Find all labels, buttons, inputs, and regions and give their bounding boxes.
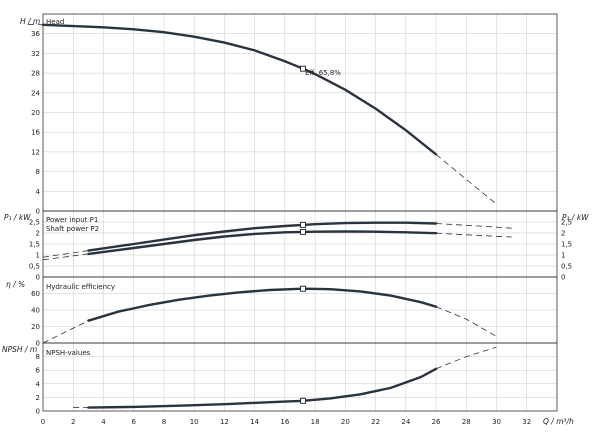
y-tick-label: 2,5 — [29, 219, 40, 227]
series-extrapolation — [27, 23, 44, 26]
x-tick-label: 10 — [190, 418, 199, 426]
panel-frame — [42, 342, 558, 412]
y-tick-label: 20 — [31, 109, 40, 117]
duty-point-marker — [300, 65, 306, 72]
x-tick-label: 12 — [220, 418, 229, 426]
x-tick-label: 20 — [341, 418, 350, 426]
x-tick-label: 2 — [71, 418, 75, 426]
series-line — [41, 23, 438, 156]
series-line — [87, 230, 438, 256]
x-tick-label: 28 — [462, 418, 471, 426]
flow-axis-title: Q / m³/h — [543, 417, 574, 426]
npsh-legend: NPSH-values — [46, 349, 91, 357]
power-input-legend: Power input P1 — [46, 216, 98, 224]
y-tick-label-right: 0 — [561, 274, 565, 282]
y-tick-label-right: 0,5 — [561, 263, 572, 271]
y-tick-label-right: 2,5 — [561, 219, 572, 227]
y-tick-label: 20 — [31, 323, 40, 331]
x-tick-label: 32 — [522, 418, 531, 426]
shaft-power-legend: Shaft power P2 — [46, 225, 99, 233]
duty-point-marker — [300, 221, 306, 228]
series-line — [87, 287, 438, 322]
duty-point-marker — [300, 228, 306, 235]
efficiency-axis-title: η / % — [6, 280, 25, 289]
x-tick-label: 22 — [371, 418, 380, 426]
series-line — [87, 367, 438, 409]
duty-point-marker — [300, 397, 306, 404]
y-tick-label: 0 — [36, 274, 40, 282]
power-axis-title-right: P₁ / kW — [562, 213, 589, 222]
x-tick-label: 14 — [250, 418, 259, 426]
x-tick-label: 16 — [280, 418, 289, 426]
series-extrapolation — [42, 253, 89, 261]
y-tick-label: 2 — [36, 230, 40, 238]
efficiency-annotation: Eff. 65,8% — [305, 69, 341, 77]
y-tick-label: 0 — [36, 408, 40, 416]
y-tick-label-right: 2 — [561, 230, 565, 238]
series-extrapolation — [436, 232, 512, 238]
y-tick-label-right: 1 — [561, 252, 565, 260]
y-tick-label: 8 — [36, 168, 40, 176]
series-extrapolation — [42, 250, 89, 258]
x-tick-label: 18 — [311, 418, 320, 426]
y-tick-label: 60 — [31, 290, 40, 298]
y-tick-label: 1 — [36, 252, 40, 260]
series-extrapolation — [435, 346, 497, 370]
y-tick-label: 32 — [31, 50, 40, 58]
y-tick-label: 40 — [31, 307, 40, 315]
y-tick-label: 16 — [31, 129, 40, 137]
series-extrapolation — [42, 320, 89, 344]
y-tick-label: 6 — [36, 367, 41, 375]
x-tick-label: 4 — [101, 418, 106, 426]
duty-point-marker — [300, 285, 306, 292]
x-tick-label: 6 — [131, 418, 136, 426]
y-tick-label-right: 1,5 — [561, 241, 572, 249]
curve-layer — [27, 23, 512, 409]
head-legend: Head — [46, 18, 64, 26]
y-tick-label: 8 — [36, 353, 40, 361]
series-extrapolation — [436, 223, 512, 229]
efficiency-legend: Hydraulic efficiency — [46, 283, 115, 291]
x-tick-label: 8 — [162, 418, 166, 426]
x-tick-label: 0 — [41, 418, 45, 426]
grid-layer — [42, 13, 558, 412]
series-extrapolation — [435, 306, 497, 337]
y-tick-label: 1,5 — [29, 241, 40, 249]
y-tick-label: 0 — [36, 340, 40, 348]
y-tick-label: 0 — [36, 208, 40, 216]
x-tick-label: 26 — [432, 418, 441, 426]
x-tick-label: 24 — [401, 418, 410, 426]
head-axis-title: H / m — [20, 17, 40, 26]
x-tick-label: 30 — [492, 418, 501, 426]
power-axis-title: P₁ / kW — [4, 213, 31, 222]
y-tick-label: 36 — [31, 30, 40, 38]
series-extrapolation — [435, 154, 497, 205]
y-tick-label: 2 — [36, 394, 40, 402]
y-tick-label: 4 — [36, 188, 41, 196]
y-tick-label: 4 — [36, 380, 41, 388]
series-line — [87, 221, 438, 252]
npsh-axis-title: NPSH / m — [2, 345, 37, 354]
y-tick-label: 28 — [31, 70, 40, 78]
y-tick-label: 0,5 — [29, 263, 40, 271]
y-tick-label: 24 — [31, 89, 40, 97]
y-tick-label: 12 — [31, 148, 40, 156]
